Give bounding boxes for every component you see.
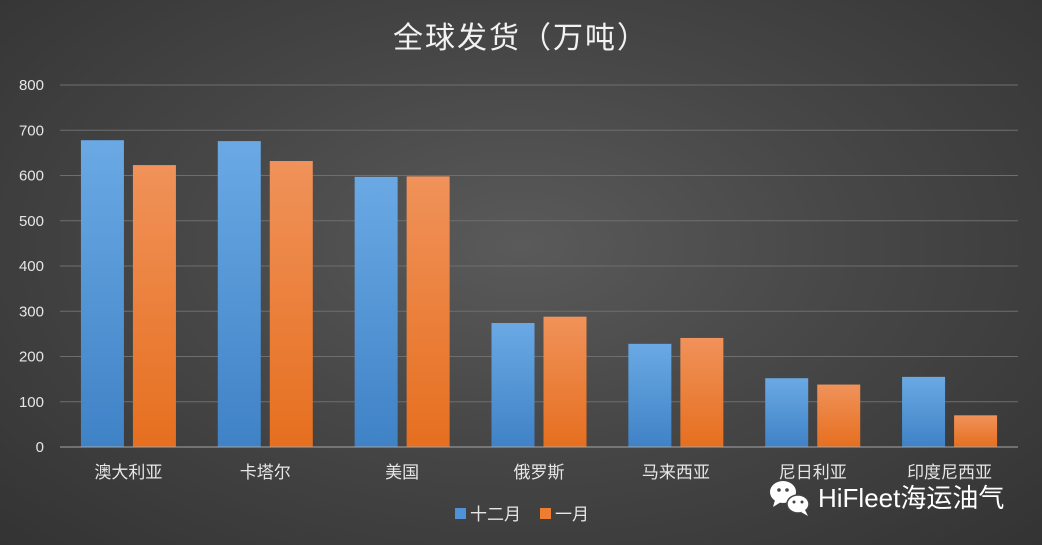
bar-december [80, 140, 124, 447]
y-tick-label: 100 [19, 394, 44, 411]
bar-january [132, 165, 176, 447]
legend: 十二月 一月 [455, 505, 589, 525]
y-tick-label: 700 [19, 122, 44, 139]
bar-january [269, 161, 313, 447]
x-tick-label: 卡塔尔 [240, 463, 291, 483]
gridlines [60, 84, 1018, 403]
bars [80, 140, 998, 448]
bar-january [680, 337, 724, 447]
y-axis: 0 100 200 300 400 500 600 700 800 [19, 77, 44, 456]
x-tick-label: 美国 [385, 463, 419, 483]
y-tick-label: 300 [19, 303, 44, 320]
bar-december [902, 376, 946, 447]
bar-january [406, 176, 450, 447]
x-tick-label: 澳大利亚 [94, 463, 162, 483]
wechat-icon [770, 481, 810, 516]
legend-label: 一月 [555, 505, 589, 525]
x-tick-label: 印度尼西亚 [907, 463, 992, 483]
bar-december [217, 141, 261, 448]
y-tick-label: 800 [19, 77, 44, 94]
x-tick-label: 尼日利亚 [779, 463, 847, 483]
x-tick-label: 马来西亚 [642, 463, 710, 483]
y-tick-label: 500 [19, 213, 44, 230]
bar-january [954, 415, 998, 447]
bar-december [491, 323, 535, 447]
bar-december [354, 176, 398, 448]
x-axis: 澳大利亚 卡塔尔 美国 俄罗斯 马来西亚 尼日利亚 印度尼西亚 [60, 446, 1018, 483]
x-tick-label: 俄罗斯 [514, 463, 565, 483]
watermark-text: HiFleet海运油气 [818, 483, 1004, 514]
bar-january [817, 384, 861, 447]
bar-december [628, 343, 672, 447]
y-tick-label: 400 [19, 258, 44, 275]
bar-december [765, 378, 809, 447]
legend-label: 十二月 [470, 505, 521, 525]
y-tick-label: 0 [36, 439, 44, 456]
y-tick-label: 600 [19, 168, 44, 185]
y-tick-label: 200 [19, 349, 44, 366]
legend-swatch [455, 508, 466, 519]
legend-swatch [540, 508, 551, 519]
bar-january [543, 316, 587, 447]
chart-title: 全球发货（万吨） [393, 21, 649, 56]
watermark: HiFleet海运油气 [770, 481, 1004, 516]
